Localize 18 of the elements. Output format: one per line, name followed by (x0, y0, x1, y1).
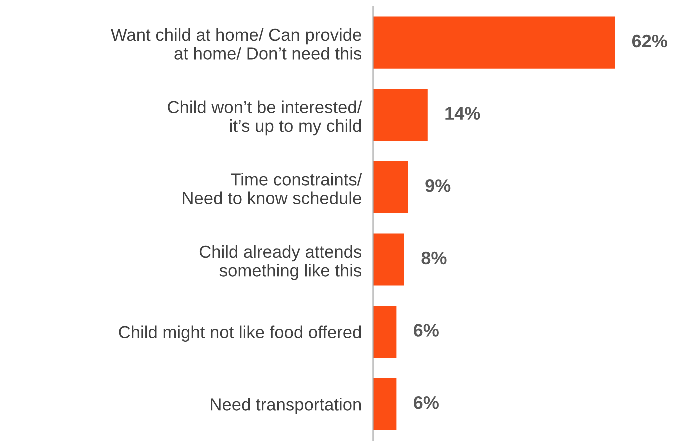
y-tick-label: Child might not like food offered (119, 326, 362, 342)
bar (373, 89, 428, 142)
data-label: 6% (414, 324, 439, 337)
y-tick-label: Need transportation (211, 398, 362, 414)
bar (373, 161, 408, 214)
data-label: 9% (426, 180, 451, 192)
bar (373, 378, 397, 430)
data-label: 14% (446, 107, 480, 120)
y-tick-label: Child won’t be interested/ it’s up to my child (168, 100, 362, 136)
data-label: 62% (632, 34, 668, 48)
data-label: 6% (414, 396, 439, 410)
bar (373, 234, 404, 286)
y-tick-label: Child already attends something like this (200, 245, 362, 280)
bar (373, 306, 397, 358)
data-label: 8% (422, 252, 447, 265)
y-tick-label: Want child at home/ Can provide at home/ Don’t need this (111, 28, 362, 60)
y-tick-label: Time constraints/ Need to know schedule (183, 173, 362, 205)
bar (373, 16, 616, 69)
